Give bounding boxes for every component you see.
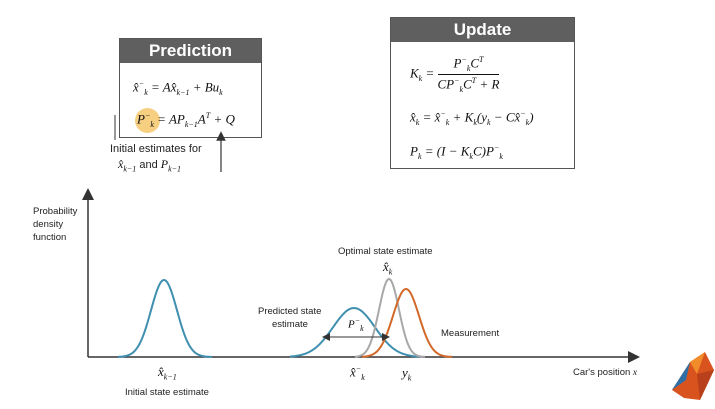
update-title: Update — [391, 18, 574, 42]
predicted-state-symbol: x̂−k — [350, 364, 365, 382]
measurement-label: Measurement — [441, 328, 500, 339]
initial-estimate-curve — [117, 278, 212, 358]
covariance-prediction-equation: P−k = APk−1AT + Q — [137, 111, 235, 129]
optimal-estimate-curve — [354, 277, 426, 358]
predicted-state-label-line1: Predicted state — [258, 306, 322, 317]
measurement-curve — [361, 287, 453, 358]
initial-estimates-vars: x̂k−1 and Pk−1 — [118, 157, 182, 174]
prediction-title: Prediction — [120, 39, 261, 63]
initial-state-label: Initial state estimate — [125, 387, 209, 398]
initial-state-symbol: x̂k−1 — [158, 364, 177, 382]
kalman-gain-equation: Kk = P−kCT CP−kCT + R — [410, 55, 500, 94]
x-axis-label: Car's position x — [573, 367, 638, 378]
predicted-state-label-line2: estimate — [272, 319, 308, 330]
predicted-estimate-curve — [290, 306, 420, 358]
initial-estimates-note: Initial estimates for — [110, 143, 202, 155]
covariance-update-equation: Pk = (I − KkC)P−k — [410, 143, 503, 161]
state-prediction-equation: x̂−k = Ax̂k−1 + Buk — [133, 79, 223, 97]
state-update-equation: x̂k = x̂−k + Kk(yk − Cx̂−k) — [410, 109, 534, 127]
optimal-state-symbol: x̂k — [383, 259, 393, 277]
y-axis-label-line1: Probability — [33, 206, 78, 217]
predicted-covariance-symbol: P−k — [348, 316, 364, 333]
update-box: Update — [390, 17, 575, 169]
covariance-highlight — [135, 108, 160, 133]
optimal-state-label: Optimal state estimate — [338, 246, 433, 257]
y-axis-label-line2: density — [33, 219, 64, 230]
measurement-symbol: yk — [402, 365, 412, 383]
y-axis-label-line3: function — [33, 232, 67, 243]
